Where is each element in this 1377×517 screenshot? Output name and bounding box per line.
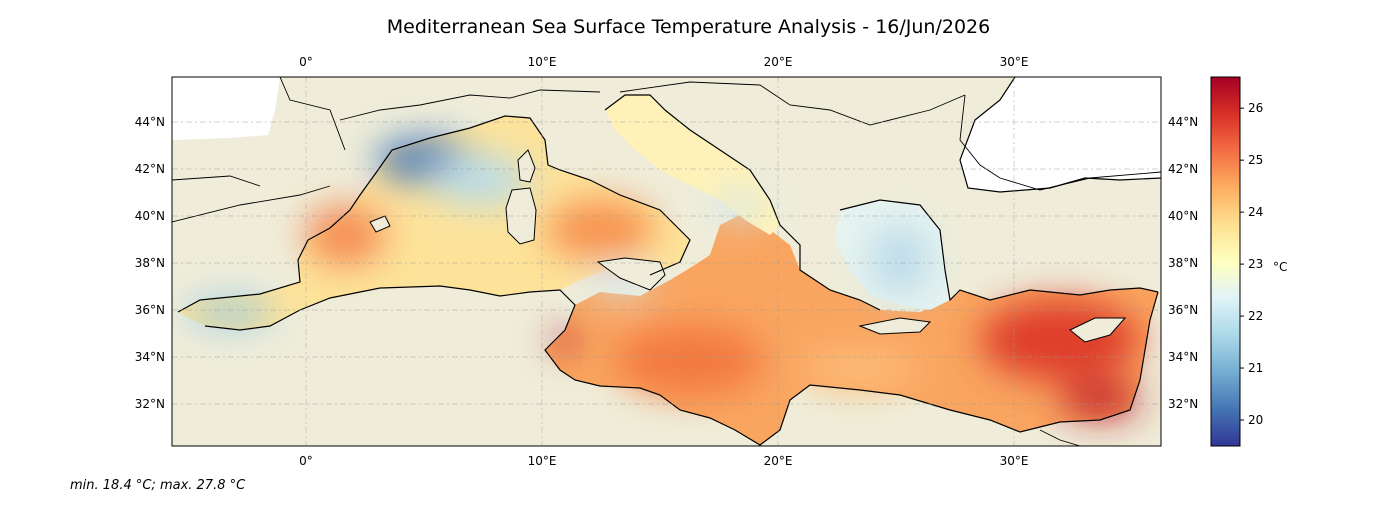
- coastline: [177, 115, 691, 313]
- cool-ligurian: [430, 155, 530, 205]
- lat-tick-left: 42°N: [135, 162, 165, 176]
- lat-tick-left: 34°N: [135, 350, 165, 364]
- colorbar-ticks: 20 21 22 23 24 25 26: [1240, 101, 1263, 427]
- lat-tick-right: 36°N: [1168, 303, 1198, 317]
- nodata-northwest: [172, 77, 280, 140]
- lon-tick-bottom: 0°: [299, 454, 313, 468]
- colorbar-tick-label: 25: [1248, 153, 1263, 167]
- warm-libyan: [800, 350, 920, 390]
- lat-tick-left: 44°N: [135, 115, 165, 129]
- lon-tick-top: 20°E: [764, 55, 793, 69]
- lat-tick-left: 36°N: [135, 303, 165, 317]
- lat-tick-left: 40°N: [135, 209, 165, 223]
- hot-levantine: [980, 300, 1140, 380]
- colorbar-tick-label: 26: [1248, 101, 1263, 115]
- lat-tick-right: 42°N: [1168, 162, 1198, 176]
- colorbar-tick-label: 24: [1248, 205, 1263, 219]
- colorbar-unit-label: °C: [1273, 260, 1288, 274]
- island-corsica: [517, 149, 536, 183]
- colorbar-tick-label: 22: [1248, 309, 1263, 323]
- lat-tick-right: 34°N: [1168, 350, 1198, 364]
- hot-levantine-south: [1060, 382, 1140, 418]
- lon-tick-bottom: 30°E: [1000, 454, 1029, 468]
- lat-tick-right: 32°N: [1168, 397, 1198, 411]
- country-borders: [172, 77, 1161, 446]
- lon-tick-top: 0°: [299, 55, 313, 69]
- island-sicily: [596, 257, 666, 291]
- island-mallorca: [369, 215, 391, 233]
- warm-balearic: [305, 205, 385, 265]
- cool-alboran: [185, 298, 275, 326]
- coastline-africa: [204, 285, 1159, 446]
- lon-tick-top: 30°E: [1000, 55, 1029, 69]
- lon-tick-bottom: 10°E: [528, 454, 557, 468]
- coastline-adriatic: [604, 94, 881, 311]
- coastline-greece-turkey: [839, 199, 1159, 302]
- colorbar-tick-label: 21: [1248, 361, 1263, 375]
- island-sardinia: [505, 187, 537, 245]
- colorbar-tick-label: 20: [1248, 413, 1263, 427]
- coastline-black-sea: [959, 77, 1161, 193]
- lat-tick-left: 38°N: [135, 256, 165, 270]
- island-crete: [858, 317, 932, 335]
- min-max-stats: min. 18.4 °C; max. 27.8 °C: [70, 478, 246, 493]
- lat-tick-right: 44°N: [1168, 115, 1198, 129]
- nodata-black-sea: [960, 77, 1161, 192]
- warm-ionian: [615, 325, 765, 395]
- map-frame: [171, 76, 1162, 447]
- lat-tick-right: 40°N: [1168, 209, 1198, 223]
- hot-gulf-of-gabes: [553, 330, 577, 350]
- lat-tick-left: 32°N: [135, 397, 165, 411]
- lon-tick-bottom: 20°E: [764, 454, 793, 468]
- colorbar-tick-label: 23: [1248, 257, 1263, 271]
- island-cyprus: [1069, 317, 1127, 343]
- warm-tyrrhenian: [545, 200, 655, 260]
- lon-tick-top: 10°E: [528, 55, 557, 69]
- cool-adriatic-east: [715, 191, 765, 219]
- colorbar: [1210, 76, 1241, 447]
- cool-aegean-north: [870, 225, 930, 295]
- map-title: Mediterranean Sea Surface Temperature An…: [386, 16, 991, 38]
- lat-tick-right: 38°N: [1168, 256, 1198, 270]
